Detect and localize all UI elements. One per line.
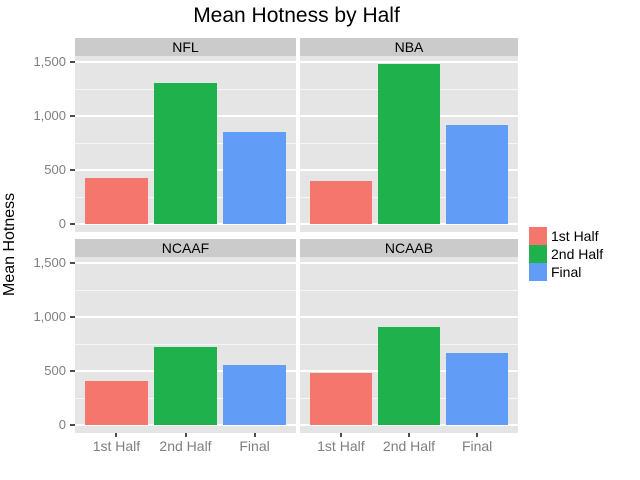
y-tick-mark bbox=[70, 61, 75, 64]
minor-gridline bbox=[300, 289, 518, 291]
major-gridline bbox=[75, 316, 296, 319]
facet-strip-ncaab: NCAAB bbox=[300, 239, 518, 257]
facet-ncaab: NCAAB bbox=[300, 239, 518, 433]
facet-panel-ncaaf bbox=[75, 257, 296, 433]
bar-nfl-final bbox=[223, 132, 286, 225]
x-tick-mark bbox=[115, 433, 118, 437]
major-gridline bbox=[75, 223, 296, 226]
bar-nba-2nd-half bbox=[378, 64, 440, 225]
y-tick-label: 0 bbox=[58, 417, 66, 433]
facet-strip-nba: NBA bbox=[300, 38, 518, 56]
y-tick-mark bbox=[70, 169, 75, 172]
facet-ncaaf: NCAAF bbox=[75, 239, 296, 433]
legend-item-1st-half: 1st Half bbox=[529, 227, 603, 245]
x-tick-mark bbox=[253, 433, 256, 437]
bar-ncaaf-1st-half bbox=[85, 380, 148, 426]
y-tick-label: 1,000 bbox=[33, 309, 66, 325]
legend-swatch-1st-half-icon bbox=[529, 227, 547, 245]
facet-panel-nfl bbox=[75, 56, 296, 232]
legend-item-2nd-half: 2nd Half bbox=[529, 245, 603, 263]
legend-label-final: Final bbox=[551, 264, 582, 280]
facet-nfl: NFL bbox=[75, 38, 296, 232]
minor-gridline bbox=[75, 343, 296, 345]
bar-nfl-1st-half bbox=[85, 177, 148, 225]
y-tick-label: 1,500 bbox=[33, 255, 66, 271]
y-tick-label: 1,500 bbox=[33, 54, 66, 70]
bar-ncaab-1st-half bbox=[310, 372, 372, 426]
x-tick-label-1st-half: 1st Half bbox=[92, 438, 141, 454]
y-tick-mark bbox=[70, 316, 75, 319]
y-tick-label: 500 bbox=[44, 162, 66, 178]
bar-nba-1st-half bbox=[310, 180, 372, 225]
y-tick-mark bbox=[70, 370, 75, 373]
legend-swatch-2nd-half-icon bbox=[529, 245, 547, 263]
legend-swatch-final-icon bbox=[529, 263, 547, 281]
major-gridline bbox=[75, 262, 296, 265]
y-tick-label: 0 bbox=[58, 216, 66, 232]
chart-title: Mean Hotness by Half bbox=[193, 4, 400, 27]
y-tick-label: 1,000 bbox=[33, 108, 66, 124]
facet-panel-nba bbox=[300, 56, 518, 232]
legend-label-2nd-half: 2nd Half bbox=[551, 246, 604, 262]
x-tick-label-2nd-half: 2nd Half bbox=[159, 438, 212, 454]
y-tick-mark bbox=[70, 115, 75, 118]
x-tick-label-2nd-half: 2nd Half bbox=[382, 438, 436, 454]
x-tick-mark bbox=[476, 433, 479, 437]
legend: 1st Half 2nd Half Final bbox=[529, 227, 603, 281]
bar-nba-final bbox=[446, 124, 508, 225]
y-tick-label: 500 bbox=[44, 363, 66, 379]
facet-strip-nfl: NFL bbox=[75, 38, 296, 56]
bar-ncaab-2nd-half bbox=[378, 326, 440, 426]
legend-item-final: Final bbox=[529, 263, 603, 281]
bar-ncaab-final bbox=[446, 352, 508, 426]
bar-ncaaf-2nd-half bbox=[154, 347, 217, 426]
bar-nfl-2nd-half bbox=[154, 83, 217, 225]
major-gridline bbox=[75, 61, 296, 64]
minor-gridline bbox=[75, 289, 296, 291]
x-tick-label-final: Final bbox=[239, 438, 270, 454]
y-tick-mark bbox=[70, 424, 75, 427]
major-gridline bbox=[300, 424, 518, 427]
legend-label-1st-half: 1st Half bbox=[551, 228, 599, 244]
major-gridline bbox=[300, 223, 518, 226]
x-tick-label-1st-half: 1st Half bbox=[317, 438, 365, 454]
x-tick-mark bbox=[408, 433, 410, 437]
x-tick-mark bbox=[339, 433, 342, 437]
y-tick-mark bbox=[70, 262, 75, 265]
x-tick-label-final: Final bbox=[461, 438, 493, 454]
facet-strip-ncaaf: NCAAF bbox=[75, 239, 296, 257]
x-tick-mark bbox=[184, 433, 187, 437]
major-gridline bbox=[300, 316, 518, 319]
major-gridline bbox=[300, 61, 518, 64]
major-gridline bbox=[75, 424, 296, 427]
bar-ncaaf-final bbox=[223, 364, 286, 426]
facet-nba: NBA bbox=[300, 38, 518, 232]
facet-panel-ncaab bbox=[300, 257, 518, 433]
major-gridline bbox=[300, 262, 518, 265]
y-tick-mark bbox=[70, 223, 75, 226]
